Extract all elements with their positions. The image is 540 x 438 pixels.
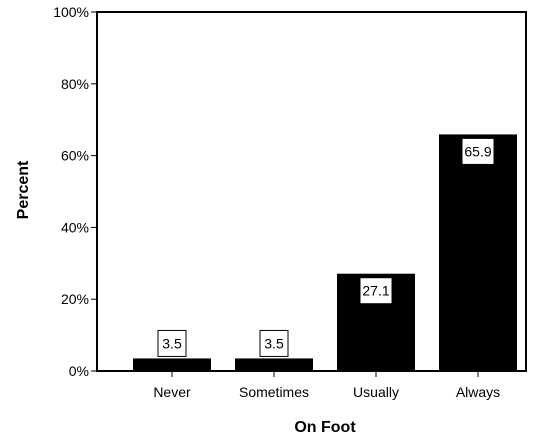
bar <box>235 358 313 371</box>
x-axis-title: On Foot <box>294 419 356 436</box>
y-tick-label: 100% <box>53 4 89 20</box>
data-labels-group: 3.5 3.5 27.1 65.9 <box>157 137 495 357</box>
data-label: 65.9 <box>464 143 491 159</box>
bar <box>439 134 517 371</box>
bar <box>133 358 211 371</box>
data-label-box <box>157 329 187 357</box>
y-axis: 0% 20% 40% 60% 80% 100% <box>53 4 97 379</box>
data-label: 27.1 <box>362 283 389 299</box>
data-label-box <box>461 137 495 165</box>
y-tick-label: 20% <box>61 291 89 307</box>
x-tick-label: Never <box>153 384 191 400</box>
x-tick-label: Always <box>456 384 500 400</box>
x-tick-label: Usually <box>353 384 399 400</box>
y-axis-title: Percent <box>15 160 32 219</box>
x-tick-label: Sometimes <box>239 384 309 400</box>
y-tick-label: 0% <box>69 363 89 379</box>
data-label-box <box>259 329 289 357</box>
y-tick-label: 60% <box>61 148 89 164</box>
y-tick-label: 40% <box>61 219 89 235</box>
data-label-box <box>359 277 393 305</box>
data-label: 3.5 <box>162 335 182 351</box>
data-label: 3.5 <box>264 335 284 351</box>
y-tick-label: 80% <box>61 76 89 92</box>
x-axis: Never Sometimes Usually Always <box>153 371 500 400</box>
